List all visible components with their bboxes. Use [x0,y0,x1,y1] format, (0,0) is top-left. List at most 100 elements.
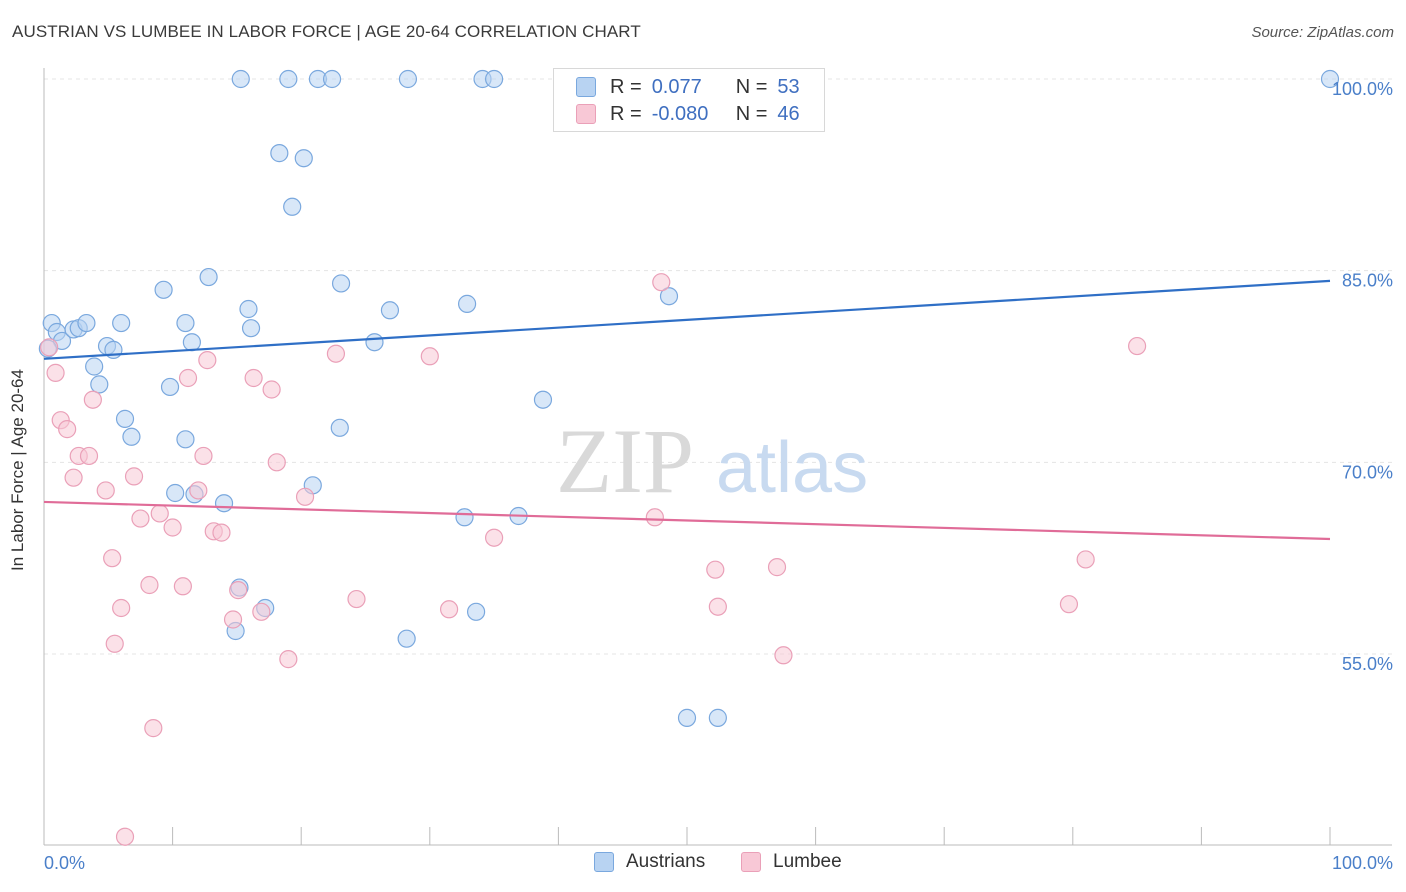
lumbee-point [252,602,271,621]
lumbee-point [229,581,248,600]
lumbee-point [439,600,459,619]
lumbee-point [708,597,727,616]
legend-item-austrians[interactable]: Austrians [594,851,705,873]
austrians-point [708,708,727,727]
austrians-point [283,197,302,216]
austrians-point [398,69,418,89]
lumbee-point [198,351,217,370]
lumbee-point [163,518,182,537]
lumbee-point [420,347,439,366]
lumbee-point [1076,550,1095,569]
austrians-point [270,144,289,163]
lumbee-point [105,634,124,653]
austrians-point [112,313,131,333]
austrians-point [115,409,135,428]
lumbee-point [262,380,281,399]
lumbee-point [112,598,131,618]
x-tick-label: 100.0% [1332,853,1393,873]
x-tick-label: 0.0% [44,853,85,873]
lumbee-point [267,453,286,472]
lumbee-point [40,338,59,357]
watermark-atlas: atlas [716,428,868,508]
y-tick-label: 70.0% [1342,462,1393,482]
lumbee-point [347,589,366,609]
austrians-point [182,333,201,352]
austrians-point [1320,69,1340,89]
lumbee-point [96,481,115,500]
austrians-point [176,313,195,333]
lumbee-point [212,523,231,542]
lumbee-point [103,549,122,568]
lumbee-point [64,468,83,487]
austrians-point [466,602,486,621]
y-tick-label: 55.0% [1342,654,1393,674]
lumbee-point [131,509,150,528]
lumbee-point [706,560,725,579]
austrians-point [455,508,474,527]
austrians-point [166,483,185,503]
lumbee-point [279,650,298,669]
series-legend: Austrians Lumbee [0,851,1406,879]
chart-title: AUSTRIAN VS LUMBEE IN LABOR FORCE | AGE … [12,22,641,41]
legend-label-lumbee: Lumbee [773,851,842,872]
legend-label-austrians: Austrians [626,851,706,872]
lumbee-point [1127,336,1147,356]
lumbee-point [194,446,213,466]
austrians-point [331,274,351,293]
lumbee-point [295,487,315,506]
legend-r-value: -0.080 [651,102,709,125]
y-tick-label: 85.0% [1342,271,1393,291]
austrians-point [330,418,349,437]
legend-n-label: N = [735,75,768,98]
watermark-zip: ZIP [556,410,694,512]
lumbee-point [326,344,346,363]
y-tick-label: 100.0% [1332,79,1393,99]
lumbee-swatch-icon [576,104,596,124]
legend-row-austrians: R = 0.077 N = 53 [576,75,800,99]
lumbee-point [652,273,671,292]
lumbee-legend-icon [741,852,761,872]
lumbee-point [774,646,793,665]
lumbee-point [767,558,787,577]
lumbee-point [244,368,263,388]
austrians-point [380,301,400,320]
austrians-point [77,313,96,333]
austrians-point [677,708,697,727]
lumbee-point [140,575,159,595]
lumbee-points [40,273,1147,846]
austrians-point [90,375,109,394]
austrians-point [322,69,342,89]
lumbee-point [58,420,77,439]
austrians-point [231,69,250,89]
legend-r-label: R = [610,102,642,125]
lumbee-point [79,446,99,466]
lumbee-point [485,528,504,547]
trend-lines [43,279,1331,541]
austrians-point [160,377,180,397]
lumbee-point [645,508,664,527]
lumbee-point [189,481,208,500]
austrians-legend-icon [594,852,614,872]
austrians-point [279,69,298,89]
lumbee-point [1059,595,1079,614]
legend-r-value: 0.077 [651,75,702,98]
axes [43,68,1392,846]
legend-n-value: 53 [777,75,800,98]
legend-item-lumbee[interactable]: Lumbee [741,851,842,873]
legend-n-value: 46 [777,102,800,125]
legend-r-label: R = [610,75,642,98]
lumbee-point [124,467,144,486]
legend-row-lumbee: R = -0.080 N = 46 [576,102,800,126]
source-credit: Source: ZipAtlas.com [1251,24,1394,41]
legend-n-label: N = [735,102,768,125]
lumbee-trend-line [43,500,1331,541]
lumbee-point [150,504,169,523]
correlation-legend: R = 0.077 N = 53 R = -0.080 N = 46 [553,68,825,132]
austrians-swatch-icon [576,77,596,97]
austrians-point [214,494,234,513]
austrians-point [397,629,416,648]
tick-labels: 55.0% 70.0% 85.0% 100.0% 0.0% 100.0% [44,79,1393,873]
austrians-point [239,299,258,319]
lumbee-point [115,827,135,846]
